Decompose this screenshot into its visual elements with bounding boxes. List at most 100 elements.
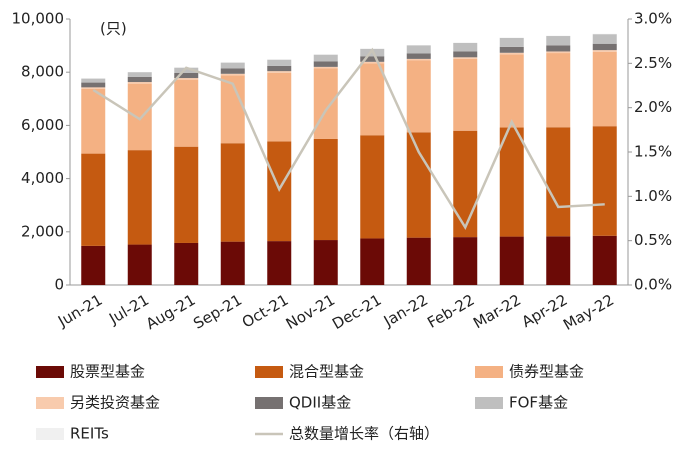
legend-swatch <box>36 397 64 409</box>
x-tick-label: Nov-21 <box>283 291 338 333</box>
bar-segment <box>314 139 338 240</box>
y2-tick-label: 1.5% <box>634 143 672 161</box>
bar-segment <box>453 131 477 237</box>
bar-segment <box>500 38 524 47</box>
bar-segment <box>500 237 524 285</box>
bar-segment <box>360 135 384 238</box>
y2-tick-label: 2.0% <box>634 98 672 116</box>
bar-segment <box>221 143 245 241</box>
x-tick-label: Mar-22 <box>470 291 524 333</box>
bar-segment <box>221 68 245 73</box>
bar-segment <box>407 53 431 59</box>
bar-segment <box>453 43 477 52</box>
bar-segment <box>128 245 152 285</box>
y2-tick-label: 2.5% <box>634 54 672 72</box>
y2-tick-label: 3.0% <box>634 10 672 28</box>
bar-segment <box>546 36 570 45</box>
bar-segment <box>407 59 431 61</box>
legend-swatch <box>255 397 283 409</box>
bar-segment <box>546 53 570 127</box>
bar-segment <box>267 73 291 142</box>
bar-segment <box>593 44 617 50</box>
bar-segment <box>267 66 291 71</box>
y-tick-label: 0 <box>54 276 64 294</box>
bar-segment <box>128 77 152 82</box>
bar-segment <box>128 84 152 151</box>
bar-segment <box>593 236 617 285</box>
bar-segment <box>221 242 245 285</box>
bar-segment <box>593 126 617 236</box>
bar-segment <box>593 52 617 126</box>
bar-segment <box>593 34 617 44</box>
x-tick-label: May-22 <box>560 291 617 334</box>
bar-segment <box>81 83 105 88</box>
y-tick-label: 2,000 <box>21 222 64 240</box>
bar-segment <box>546 127 570 236</box>
unit-label: (只) <box>100 20 127 38</box>
y2-tick-label: 0.5% <box>634 231 672 249</box>
y-tick-label: 4,000 <box>21 169 64 187</box>
y2-tick-label: 1.0% <box>634 187 672 205</box>
bar-segment <box>314 240 338 285</box>
bar-segment <box>174 147 198 243</box>
legend-label: 混合型基金 <box>289 363 364 381</box>
bar-segment <box>314 67 338 69</box>
bar-segment <box>407 238 431 285</box>
legend-label: REITs <box>70 425 109 443</box>
legend-label: FOF基金 <box>509 394 568 412</box>
bar-segment <box>81 79 105 83</box>
x-tick-label: Jun-21 <box>54 291 105 331</box>
legend-label: 债券型基金 <box>509 363 584 381</box>
legend-swatch <box>475 397 503 409</box>
bar-segment <box>360 238 384 285</box>
bar-segment <box>453 59 477 131</box>
growth-line <box>93 50 605 227</box>
legend-swatch <box>475 366 503 378</box>
y-tick-label: 10,000 <box>12 10 65 28</box>
bar-segment <box>81 87 105 89</box>
legend-swatch <box>255 366 283 378</box>
bar-segment <box>500 53 524 55</box>
bar-segment <box>267 71 291 73</box>
bar-segment <box>81 89 105 154</box>
bar-segment <box>500 47 524 53</box>
bar-segment <box>407 132 431 237</box>
bar-segment <box>267 60 291 66</box>
legend-label: 总数量增长率（右轴） <box>289 425 439 443</box>
bar-segment <box>81 246 105 285</box>
bar-segment <box>453 57 477 59</box>
x-tick-label: Jan-22 <box>380 291 431 331</box>
bar-segment <box>174 243 198 285</box>
bar-segment <box>546 45 570 51</box>
bar-segment <box>500 54 524 127</box>
bar-segment <box>593 50 617 52</box>
bar-segment <box>128 72 152 77</box>
bar-segment <box>546 236 570 285</box>
x-tick-label: Aug-21 <box>143 291 199 333</box>
bar-segment <box>314 55 338 62</box>
y-tick-label: 8,000 <box>21 63 64 81</box>
bar-segment <box>81 154 105 246</box>
legend-label: QDII基金 <box>289 394 351 412</box>
bar-segment <box>174 80 198 147</box>
bar-segment <box>546 51 570 53</box>
bar-segment <box>453 51 477 57</box>
bar-segment <box>360 63 384 135</box>
x-tick-label: Feb-22 <box>424 291 477 332</box>
legend-label: 股票型基金 <box>70 363 145 381</box>
bar-segment <box>314 61 338 67</box>
x-tick-label: Dec-21 <box>329 291 384 333</box>
bar-segment <box>453 237 477 285</box>
legend-label: 另类投资基金 <box>70 394 160 412</box>
legend-swatch <box>36 428 64 440</box>
bar-segment <box>128 150 152 244</box>
x-tick-label: Sep-21 <box>190 291 245 333</box>
bar-segment <box>221 74 245 76</box>
y2-tick-label: 0.0% <box>634 276 672 294</box>
bar-segment <box>314 68 338 138</box>
bar-segment <box>407 60 431 132</box>
bar-segment <box>267 241 291 285</box>
legend-swatch <box>36 366 64 378</box>
x-tick-label: Apr-22 <box>519 291 571 331</box>
